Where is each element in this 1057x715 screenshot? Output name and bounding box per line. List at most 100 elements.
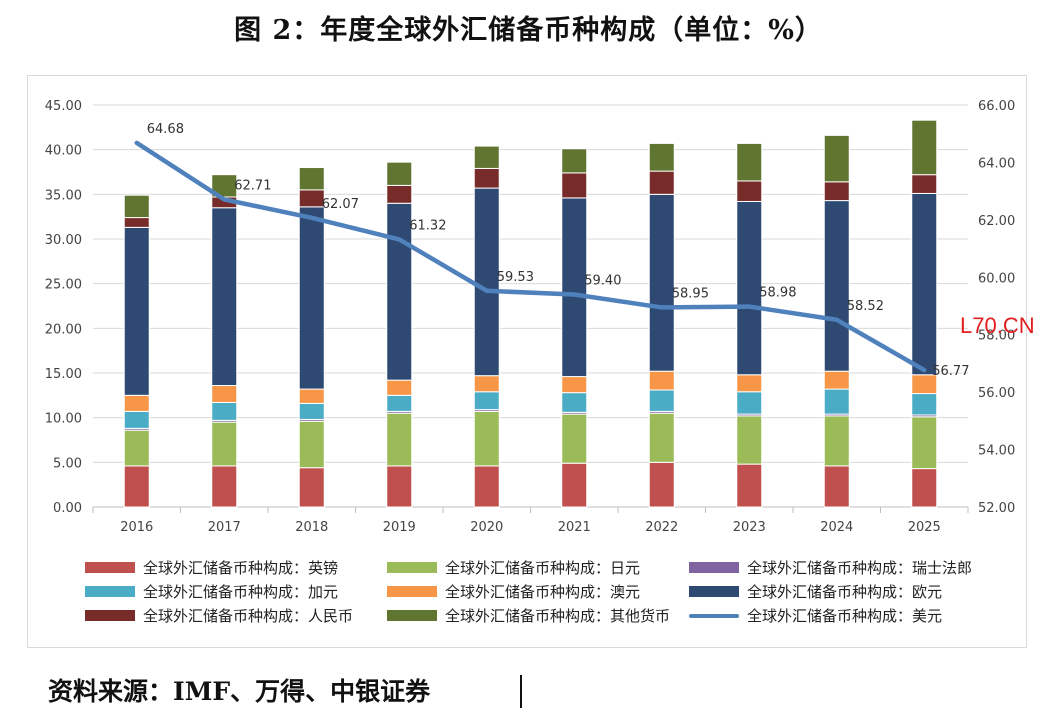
legend-label: 全球外汇储备币种构成：美元 xyxy=(747,607,943,625)
bar-segment xyxy=(386,379,413,396)
bar-segment xyxy=(823,465,850,508)
right-axis-tick-label: 62.00 xyxy=(978,214,1015,229)
usd-data-label: 62.71 xyxy=(234,178,271,193)
usd-data-label: 58.52 xyxy=(847,299,884,314)
chart-frame xyxy=(27,75,1027,648)
x-axis-tick-label: 2020 xyxy=(470,520,503,535)
bar-segment xyxy=(561,462,588,508)
bar-segment xyxy=(823,200,850,372)
bar-segment xyxy=(123,465,150,508)
x-axis-tick-label: 2021 xyxy=(558,520,591,535)
bar-segment xyxy=(823,415,850,467)
bar-segment xyxy=(561,148,588,174)
x-axis-tick-label: 2023 xyxy=(733,520,766,535)
legend-swatch xyxy=(85,562,135,573)
bar-segment xyxy=(473,465,500,508)
right-axis-tick-label: 66.00 xyxy=(978,99,1015,114)
x-axis-tick-label: 2016 xyxy=(120,520,153,535)
bar-segment xyxy=(561,376,588,394)
bar-segment xyxy=(561,413,588,464)
bar-segment xyxy=(298,189,325,208)
legend-swatch xyxy=(387,586,437,597)
bar-segment xyxy=(911,119,938,176)
right-axis-tick-label: 58.00 xyxy=(978,329,1015,344)
legend-label: 全球外汇储备币种构成：加元 xyxy=(143,583,339,601)
x-axis-tick-label: 2017 xyxy=(208,520,241,535)
right-axis-tick-label: 64.00 xyxy=(978,156,1015,171)
bar-segment xyxy=(648,461,675,508)
bar-segment xyxy=(211,465,238,508)
x-axis-tick-label: 2024 xyxy=(820,520,853,535)
legend-item: 全球外汇储备币种构成：日元 xyxy=(387,557,689,578)
bar-segment xyxy=(123,394,150,412)
legend-swatch xyxy=(689,562,739,573)
legend-label: 全球外汇储备币种构成：澳元 xyxy=(445,583,641,601)
legend-swatch xyxy=(387,562,437,573)
usd-data-label: 64.68 xyxy=(147,122,184,137)
legend-label: 全球外汇储备币种构成：英镑 xyxy=(143,559,339,577)
legend-item: 全球外汇储备币种构成：人民币 xyxy=(85,605,387,626)
bar-segment xyxy=(823,388,850,415)
bar-segment xyxy=(386,465,413,508)
right-axis-tick-label: 56.00 xyxy=(978,386,1015,401)
right-axis-tick-label: 52.00 xyxy=(978,501,1015,516)
bar-segment xyxy=(648,389,675,412)
bar-segment xyxy=(473,187,500,377)
bar-segment xyxy=(823,134,850,183)
bar-segment xyxy=(386,394,413,412)
left-axis-tick-label: 30.00 xyxy=(45,233,82,248)
left-axis-tick-label: 5.00 xyxy=(53,456,82,471)
bar-segment xyxy=(473,375,500,393)
bar-segment xyxy=(648,170,675,195)
usd-data-label: 59.40 xyxy=(584,274,621,289)
legend-label: 全球外汇储备币种构成：欧元 xyxy=(747,583,943,601)
right-axis-tick-label: 60.00 xyxy=(978,271,1015,286)
legend-item: 全球外汇储备币种构成：美元 xyxy=(689,605,991,626)
left-axis-tick-label: 45.00 xyxy=(45,99,82,114)
bar-segment xyxy=(911,393,938,416)
left-axis-tick-label: 40.00 xyxy=(45,144,82,159)
bar-segment xyxy=(386,161,413,186)
bar-segment xyxy=(911,174,938,194)
legend-label: 全球外汇储备币种构成：其他货币 xyxy=(445,607,671,625)
usd-data-label: 59.53 xyxy=(497,270,534,285)
usd-data-label: 62.07 xyxy=(322,197,359,212)
x-axis-tick-label: 2025 xyxy=(908,520,941,535)
legend-item: 全球外汇储备币种构成：澳元 xyxy=(387,581,689,602)
text-cursor xyxy=(520,675,522,708)
left-axis-tick-label: 0.00 xyxy=(53,501,82,516)
left-axis-tick-label: 10.00 xyxy=(45,412,82,427)
bar-segment xyxy=(123,429,150,467)
usd-data-label: 58.95 xyxy=(672,286,709,301)
legend-item: 全球外汇储备币种构成：加元 xyxy=(85,581,387,602)
bar-segment xyxy=(473,410,500,467)
bar-segment xyxy=(473,391,500,411)
bar-segment xyxy=(211,385,238,403)
legend-label: 全球外汇储备币种构成：人民币 xyxy=(143,607,354,625)
usd-data-label: 56.77 xyxy=(932,364,969,379)
legend-item: 全球外汇储备币种构成：欧元 xyxy=(689,581,991,602)
bar-segment xyxy=(823,370,850,390)
legend-swatch xyxy=(387,610,437,621)
bar-segment xyxy=(123,410,150,429)
bar-segment xyxy=(736,374,763,393)
bar-segment xyxy=(561,172,588,199)
bar-segment xyxy=(123,226,150,396)
bar-segment xyxy=(561,392,588,413)
legend-swatch xyxy=(85,586,135,597)
bar-segment xyxy=(736,391,763,415)
legend-label: 全球外汇储备币种构成：瑞士法郎 xyxy=(747,559,973,577)
usd-data-label: 58.98 xyxy=(759,286,796,301)
bar-segment xyxy=(911,192,938,376)
right-axis-tick-label: 54.00 xyxy=(978,444,1015,459)
bar-segment xyxy=(736,180,763,202)
bar-segment xyxy=(298,402,325,420)
bar-segment xyxy=(736,200,763,376)
legend-item: 全球外汇储备币种构成：瑞士法郎 xyxy=(689,557,991,578)
bar-segment xyxy=(736,142,763,182)
left-axis-tick-label: 35.00 xyxy=(45,188,82,203)
bar-segment xyxy=(648,142,675,172)
bar-segment xyxy=(648,193,675,372)
bar-segment xyxy=(648,412,675,463)
bar-segment xyxy=(298,388,325,404)
